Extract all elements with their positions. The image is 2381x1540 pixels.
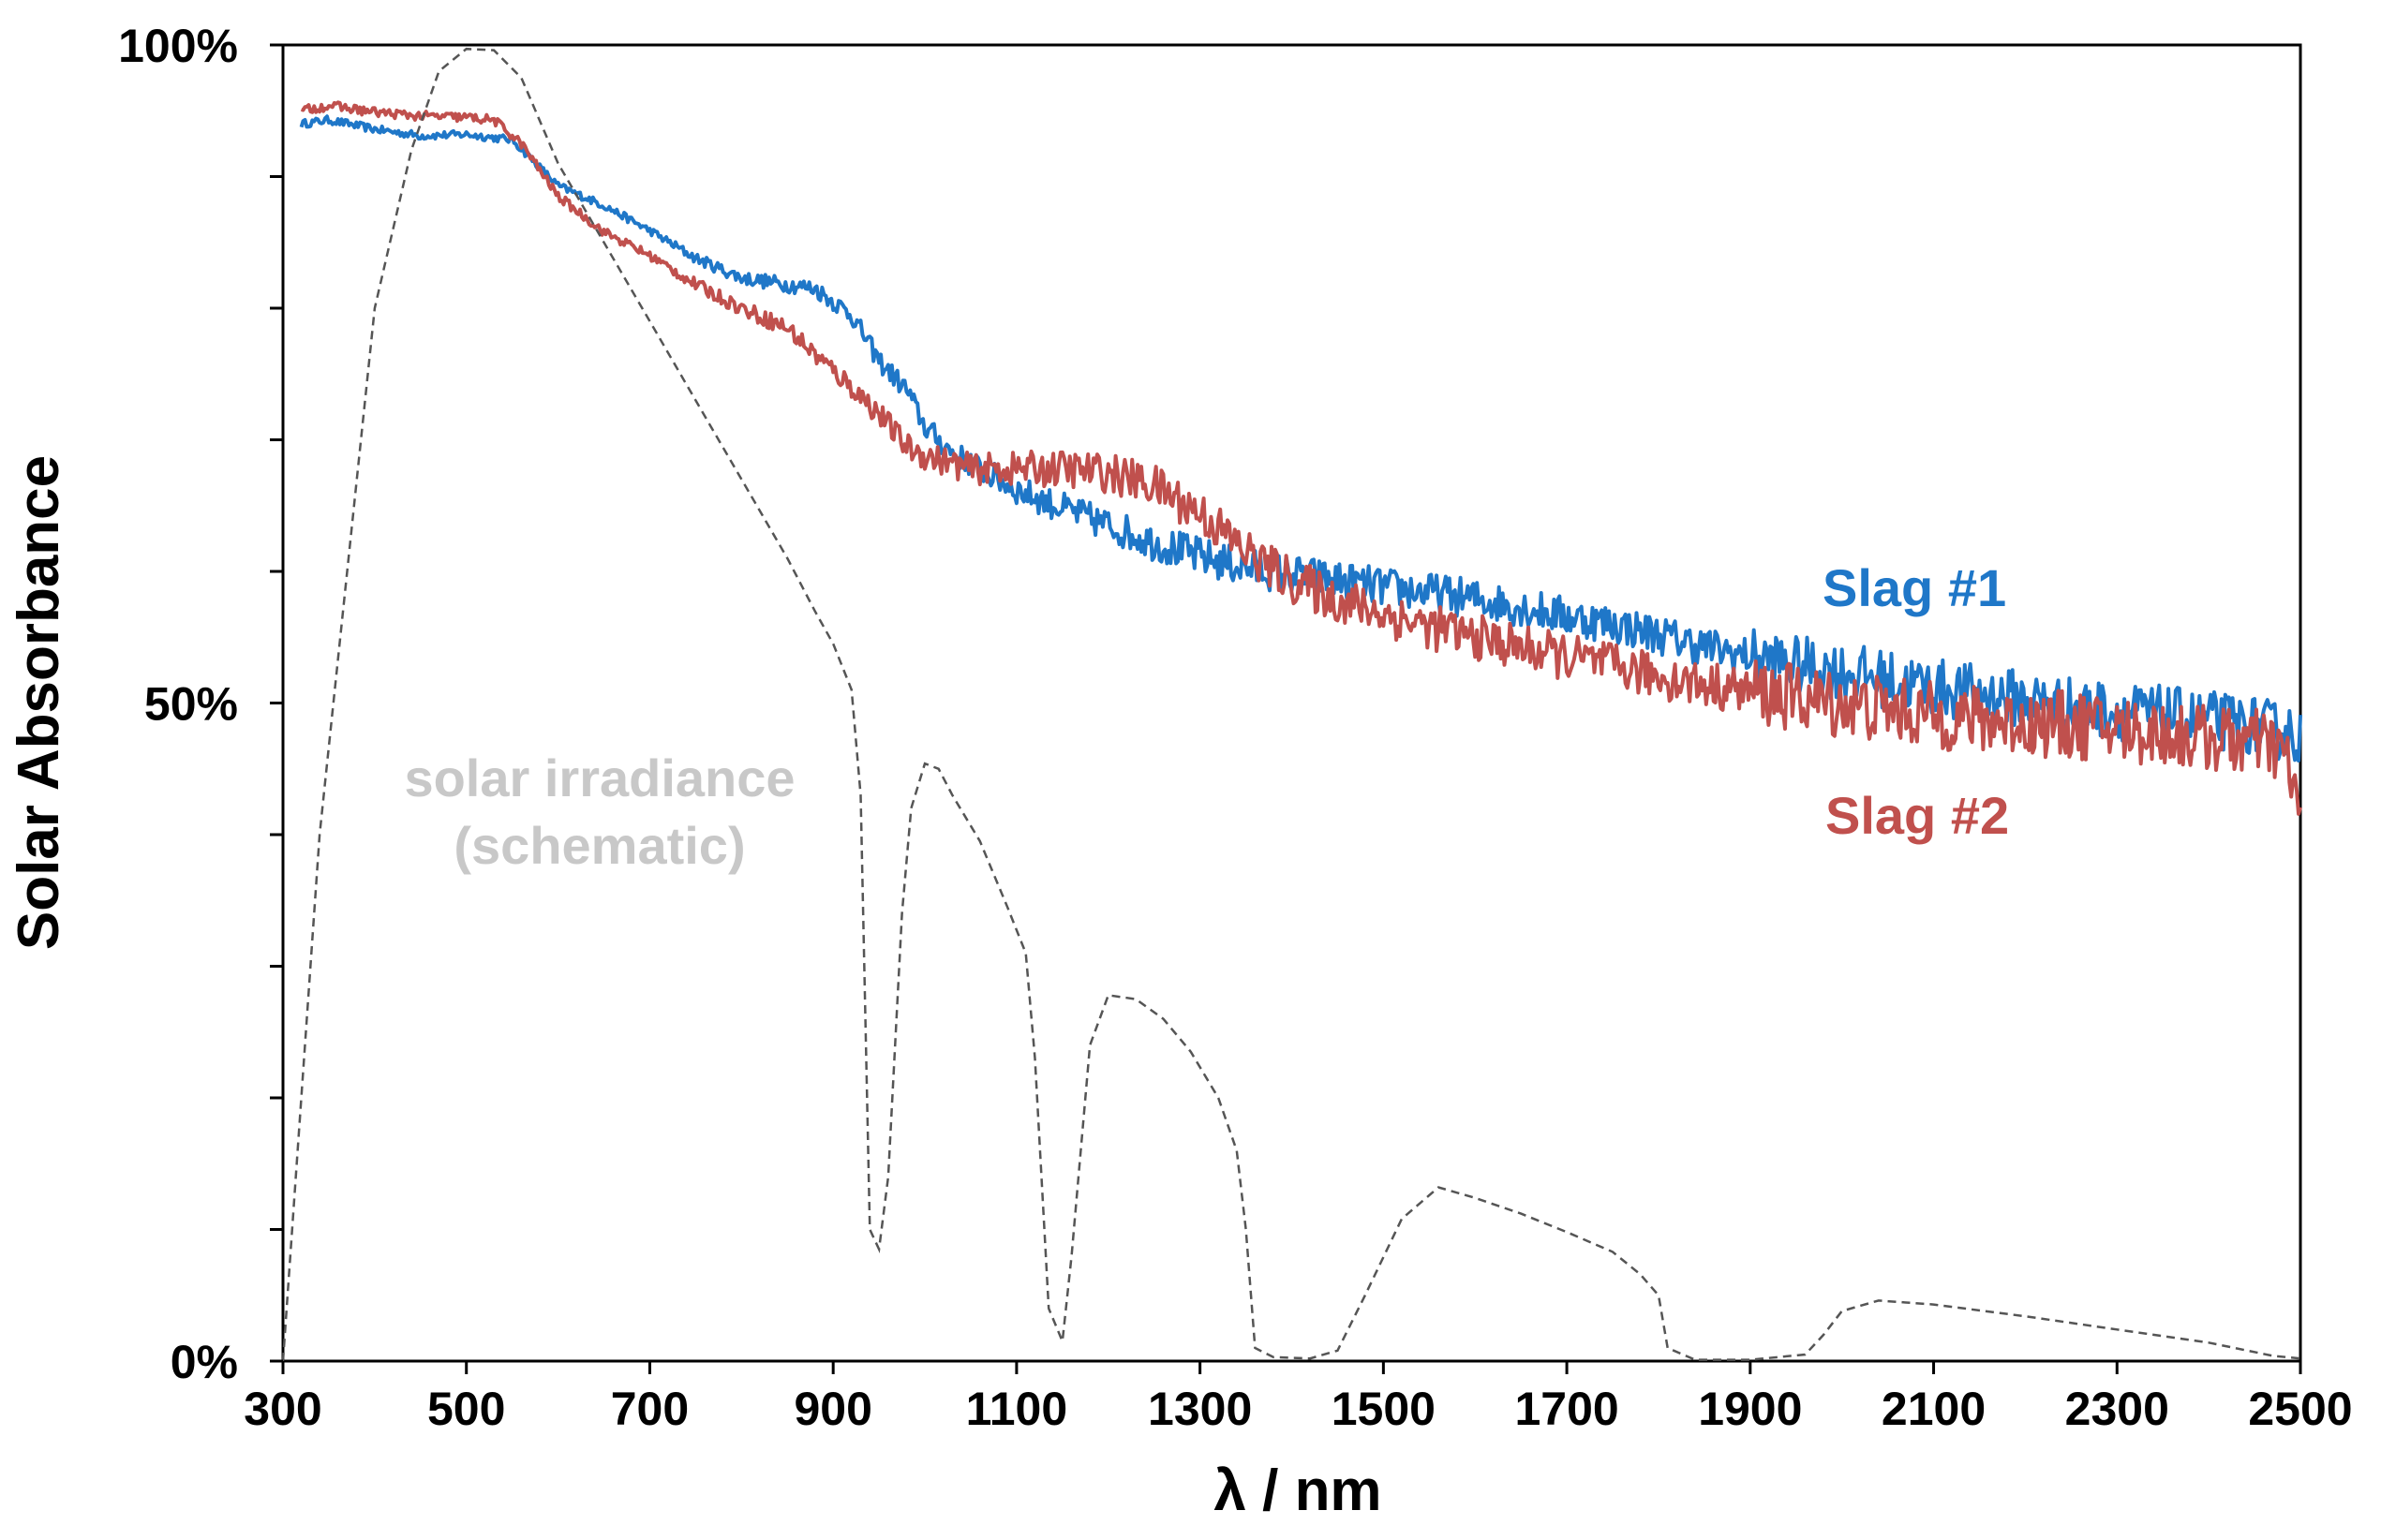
legend-label-slag2: Slag #2 bbox=[1825, 786, 2009, 845]
x-tick-label: 1700 bbox=[1514, 1383, 1618, 1435]
series-slag-2 bbox=[300, 100, 2302, 816]
x-tick-label: 300 bbox=[244, 1383, 321, 1435]
x-tick-label: 700 bbox=[611, 1383, 689, 1435]
x-tick-label: 1900 bbox=[1698, 1383, 1802, 1435]
x-tick-label: 1300 bbox=[1148, 1383, 1252, 1435]
y-tick-label: 0% bbox=[171, 1336, 238, 1388]
legend-label-slag1: Slag #1 bbox=[1823, 558, 2006, 617]
y-tick-label: 50% bbox=[144, 678, 238, 731]
plot-area bbox=[281, 43, 2302, 1363]
series-slag-1 bbox=[299, 114, 2302, 763]
irradiance-annotation-line1: solar irradiance bbox=[404, 748, 795, 807]
x-tick-label: 2500 bbox=[2248, 1383, 2352, 1435]
y-tick-label: 100% bbox=[118, 20, 238, 72]
x-tick-label: 900 bbox=[794, 1383, 871, 1435]
x-tick-label: 2300 bbox=[2065, 1383, 2169, 1435]
irradiance-annotation-line2: (schematic) bbox=[454, 816, 745, 875]
x-axis-title: λ / nm bbox=[1213, 1459, 1381, 1523]
x-axis-ticks: 300 500 700 900 1100 1300 1500 1700 1900 2100 2300… bbox=[244, 1361, 2353, 1435]
y-axis-ticks: 0% 50% 100% bbox=[118, 20, 283, 1388]
x-tick-label: 500 bbox=[427, 1383, 505, 1435]
x-tick-label: 1500 bbox=[1332, 1383, 1436, 1435]
y-axis-title: Solar Absorbance bbox=[7, 455, 71, 950]
series-solar-irradiance bbox=[281, 47, 2301, 1362]
x-tick-label: 2100 bbox=[1882, 1383, 1986, 1435]
x-tick-label: 1100 bbox=[966, 1383, 1067, 1435]
